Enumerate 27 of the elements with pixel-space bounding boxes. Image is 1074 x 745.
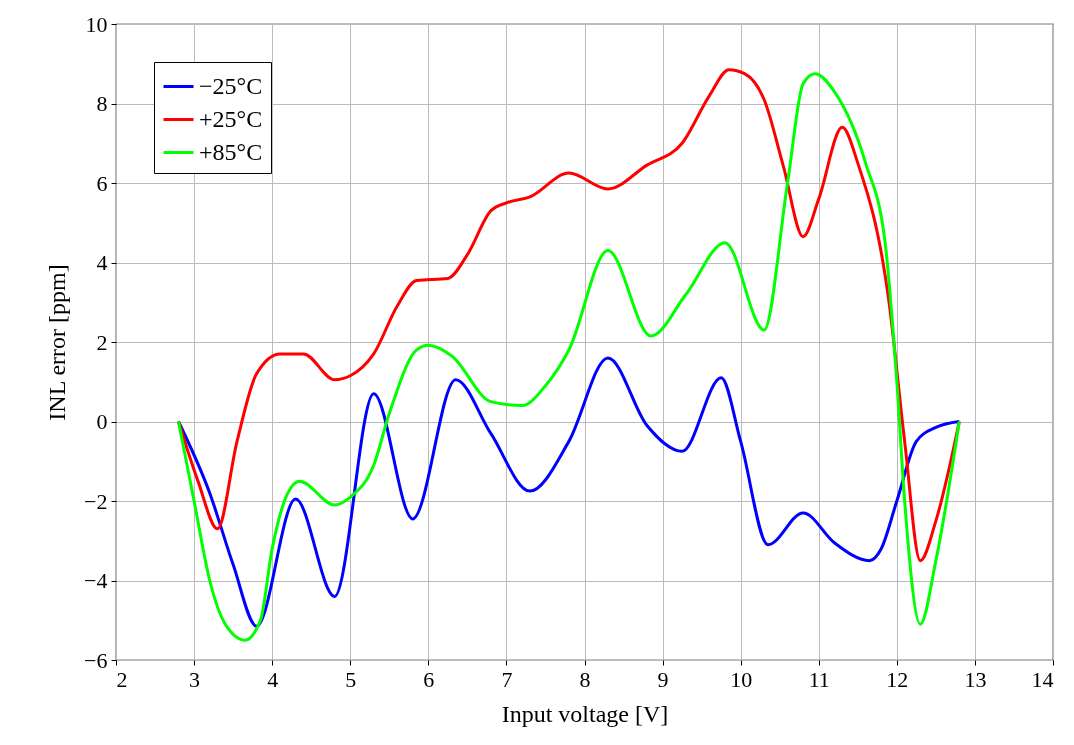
x-tick-label: 13 — [964, 666, 987, 692]
y-tick-label: 8 — [96, 91, 108, 116]
y-tick-label: 2 — [96, 329, 108, 355]
x-tick-label: 10 — [730, 666, 753, 692]
x-tick-label: 4 — [267, 666, 279, 692]
x-tick-label: 5 — [345, 666, 357, 692]
y-tick-label: 10 — [85, 11, 108, 37]
x-axis-title: Input voltage [V] — [501, 700, 669, 727]
x-tick-label: 2 — [116, 666, 128, 692]
y-tick-label: −2 — [84, 488, 108, 514]
legend-label: −25°C — [199, 72, 263, 99]
y-tick-label: 4 — [96, 250, 108, 275]
legend-label: +85°C — [199, 138, 263, 165]
y-tick-label: 0 — [96, 409, 108, 434]
x-tick-label: 6 — [423, 666, 435, 692]
x-tick-label: 3 — [189, 666, 201, 692]
x-tick-label: 12 — [886, 666, 909, 692]
x-tick-label: 7 — [501, 666, 513, 692]
legend-label: +25°C — [199, 105, 263, 132]
y-axis-title: INL error [ppm] — [44, 264, 71, 421]
x-tick-label: 14 — [1031, 666, 1054, 692]
x-tick-label: 8 — [579, 666, 591, 692]
y-tick-label: 6 — [96, 170, 108, 196]
y-tick-label: −6 — [84, 647, 108, 673]
y-tick-label: −4 — [84, 568, 108, 593]
x-tick-label: 9 — [657, 666, 669, 692]
x-tick-label: 11 — [808, 666, 830, 692]
